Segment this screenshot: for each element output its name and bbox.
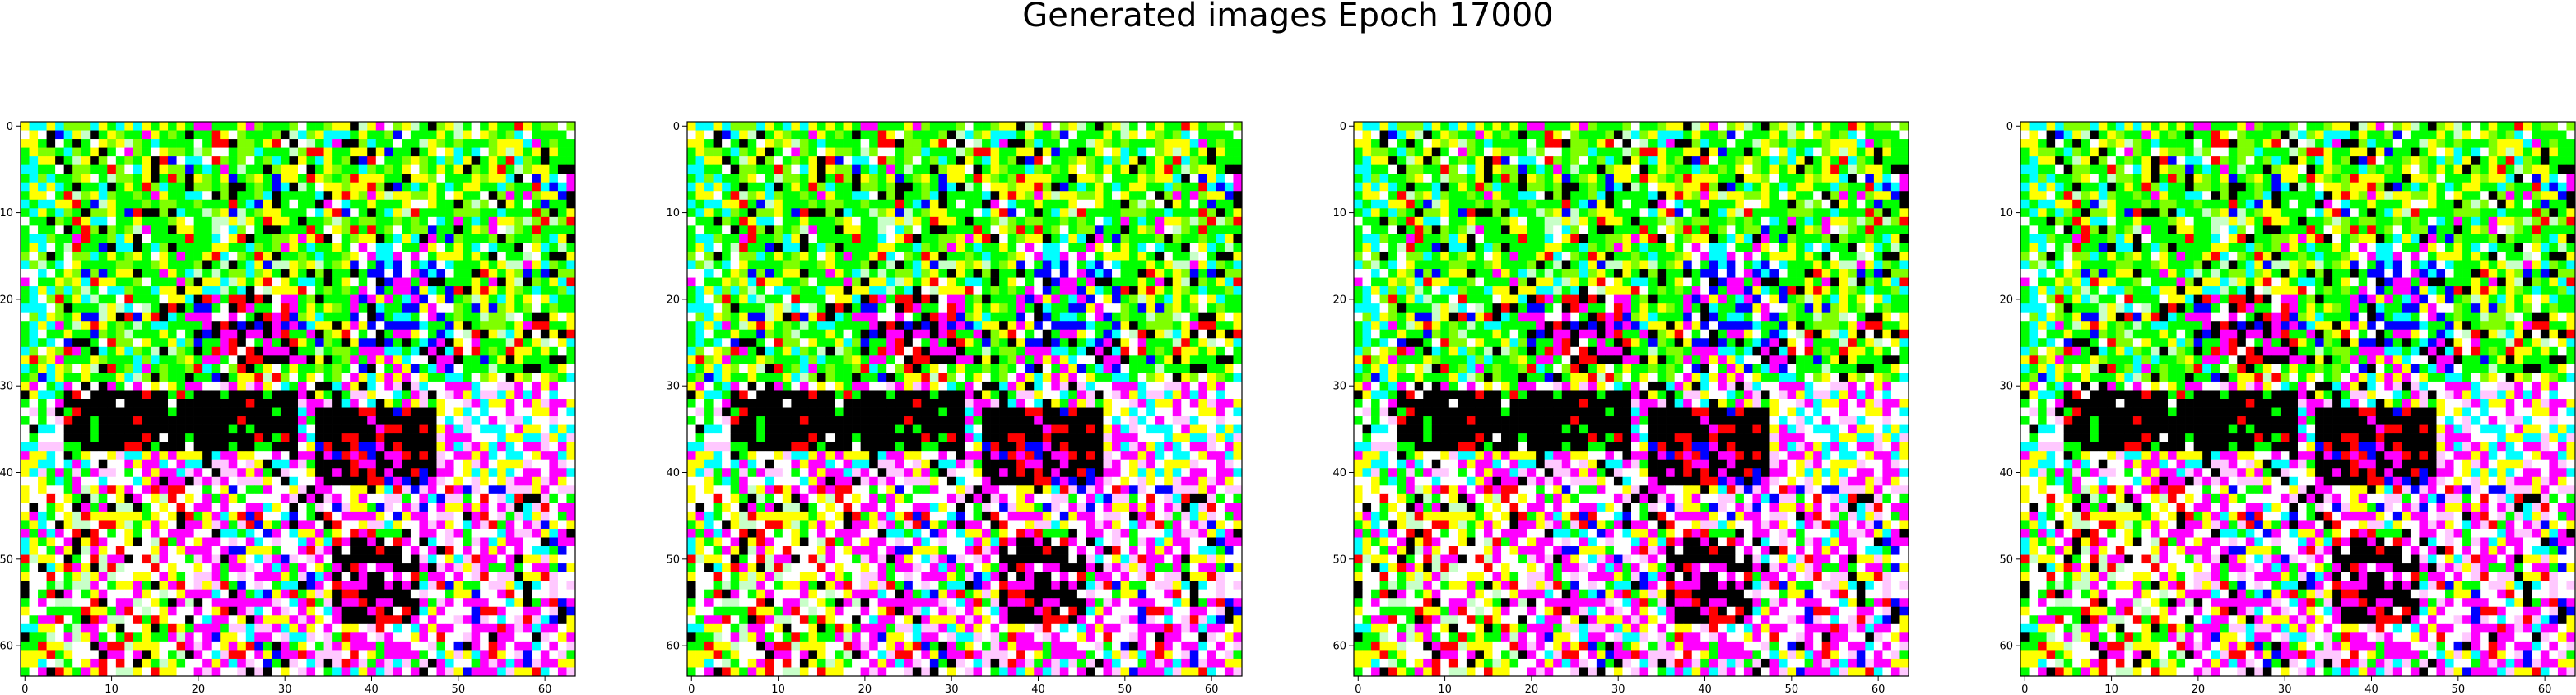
y-tick-label: 50 [1332, 554, 1346, 566]
x-tick-label: 60 [2538, 683, 2552, 695]
y-tick-label: 10 [1332, 207, 1346, 220]
x-tick-label: 20 [858, 683, 872, 695]
x-tick-label: 10 [2104, 683, 2118, 695]
y-tick-label: 0 [2006, 121, 2013, 133]
y-tick-label: 40 [1332, 467, 1346, 480]
y-tick-label: 60 [0, 641, 13, 653]
x-tick-label: 60 [538, 683, 552, 695]
x-tick-label: 10 [105, 683, 119, 695]
y-tick-label: 0 [1340, 121, 1346, 133]
y-tick-label: 0 [7, 121, 13, 133]
y-tick-label: 20 [0, 294, 13, 306]
y-tick-label: 20 [1332, 294, 1346, 306]
x-tick-label: 40 [365, 683, 379, 695]
y-tick-label: 30 [666, 381, 680, 393]
y-tick-label: 60 [666, 641, 680, 653]
y-tick-label: 40 [666, 467, 680, 480]
y-tick-label: 40 [0, 467, 13, 480]
y-tick-label: 10 [666, 207, 680, 220]
y-tick-label: 60 [1999, 641, 2013, 653]
x-tick-label: 0 [688, 683, 695, 695]
axes-frame [20, 121, 576, 677]
y-tick-label: 50 [1999, 554, 2013, 566]
x-tick-label: 10 [1438, 683, 1452, 695]
y-tick-label: 30 [1332, 381, 1346, 393]
x-tick-label: 30 [945, 683, 959, 695]
generated-image-panel-2: 0 10 20 30 40 50 60 0 10 20 30 40 50 60 [666, 121, 1243, 695]
generated-image-4 [2020, 122, 2576, 677]
x-tick-label: 50 [452, 683, 466, 695]
y-tick-label: 0 [673, 121, 680, 133]
y-tick-label: 10 [1999, 207, 2013, 220]
y-tick-label: 10 [0, 207, 13, 220]
y-tick-label: 50 [666, 554, 680, 566]
x-tick-label: 0 [1355, 683, 1361, 695]
y-tick-label: 20 [666, 294, 680, 306]
generated-image-panel-4: 0 10 20 30 40 50 60 0 10 20 30 40 50 60 [1999, 121, 2576, 695]
x-tick-label: 20 [2192, 683, 2206, 695]
generated-image-panel-1: 0 10 20 30 40 50 60 0 10 20 30 40 50 60 [0, 121, 576, 695]
x-tick-label: 10 [771, 683, 785, 695]
x-tick-label: 50 [2452, 683, 2466, 695]
x-tick-label: 40 [2364, 683, 2378, 695]
x-tick-label: 50 [1118, 683, 1132, 695]
y-tick-label: 50 [0, 554, 13, 566]
generated-image-1 [21, 122, 576, 677]
x-tick-label: 30 [1611, 683, 1625, 695]
axes-frame [2020, 121, 2576, 677]
generated-image-3 [1354, 122, 1909, 677]
y-tick-label: 30 [1999, 381, 2013, 393]
y-tick-label: 40 [1999, 467, 2013, 480]
x-tick-label: 60 [1872, 683, 1886, 695]
axes-frame [1353, 121, 1909, 677]
y-tick-label: 30 [0, 381, 13, 393]
x-tick-label: 60 [1205, 683, 1219, 695]
x-tick-label: 40 [1698, 683, 1712, 695]
generated-image-2 [687, 122, 1243, 677]
axes-frame [686, 121, 1243, 677]
figure-title: Generated images Epoch 17000 [1022, 0, 1554, 35]
x-tick-label: 20 [1525, 683, 1539, 695]
y-tick-label: 60 [1332, 641, 1346, 653]
x-tick-label: 30 [2278, 683, 2292, 695]
generated-image-panel-3: 0 10 20 30 40 50 60 0 10 20 30 40 50 60 [1332, 121, 1909, 695]
x-tick-label: 0 [2021, 683, 2028, 695]
x-tick-label: 20 [192, 683, 206, 695]
x-tick-label: 40 [1031, 683, 1045, 695]
x-tick-label: 30 [278, 683, 292, 695]
x-tick-label: 0 [21, 683, 28, 695]
y-tick-label: 20 [1999, 294, 2013, 306]
x-tick-label: 50 [1785, 683, 1799, 695]
